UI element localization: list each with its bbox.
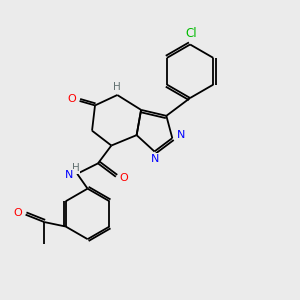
Text: Cl: Cl [185,27,197,40]
Text: N: N [177,130,185,140]
Text: N: N [65,170,73,180]
Text: O: O [68,94,76,104]
Text: H: H [72,163,80,173]
Text: H: H [113,82,121,92]
Text: O: O [14,208,22,218]
Text: O: O [120,173,128,183]
Text: N: N [151,154,159,164]
